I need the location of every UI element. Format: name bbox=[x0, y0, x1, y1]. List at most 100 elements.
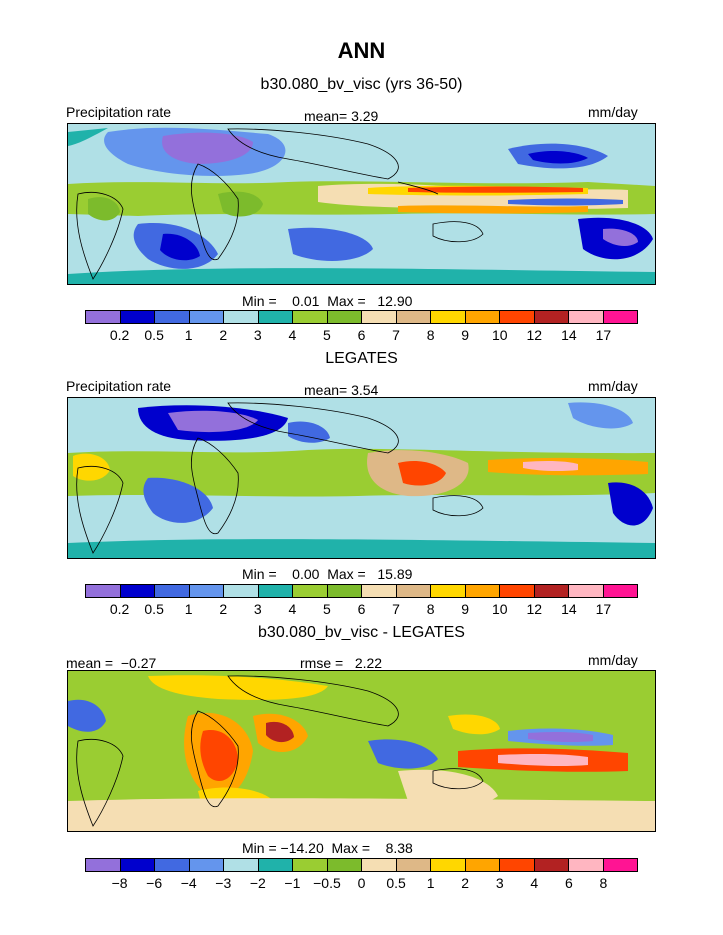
panel-2-mean-label: mean= 3.54 bbox=[304, 382, 379, 398]
dry-ne-pacific bbox=[568, 402, 633, 429]
colorbar-tick-label: 1 bbox=[426, 875, 435, 891]
colorbar-swatch bbox=[224, 859, 259, 871]
colorbar-tick-label: 6 bbox=[564, 875, 573, 891]
colorbar-tick-label: 10 bbox=[491, 601, 508, 617]
colorbar-tick-label: 17 bbox=[595, 601, 612, 617]
colorbar-swatch bbox=[293, 311, 328, 323]
coastlines bbox=[76, 402, 484, 554]
neg-west-pacific-core bbox=[528, 731, 593, 743]
neg-pacific-itcz-core bbox=[498, 753, 588, 767]
panel-3-units-label: mm/day bbox=[588, 652, 638, 668]
colorbar-swatch bbox=[120, 859, 155, 871]
panel-2-title: LEGATES bbox=[325, 350, 398, 367]
colorbar-swatch bbox=[569, 859, 604, 871]
colorbar-swatch bbox=[293, 859, 328, 871]
colorbar-tick-label: 9 bbox=[461, 601, 470, 617]
coastlines bbox=[76, 128, 484, 280]
colorbar-tick-label: 9 bbox=[461, 327, 470, 343]
colorbar-swatch bbox=[396, 859, 431, 871]
panel-3-map bbox=[67, 670, 656, 832]
colorbar-tick-label: −1 bbox=[284, 875, 301, 891]
colorbar-tick-label: 5 bbox=[323, 327, 331, 343]
colorbar-swatch bbox=[534, 311, 569, 323]
colorbar-swatch bbox=[534, 859, 569, 871]
colorbar-tick-label: 0.5 bbox=[386, 875, 406, 891]
colorbar-tick-label: 1 bbox=[184, 327, 193, 343]
colorbar-swatch bbox=[396, 311, 431, 323]
colorbar-swatch bbox=[258, 859, 293, 871]
panel-3-mean-label: mean = −0.27 bbox=[66, 655, 157, 671]
panel-1-left-label: Precipitation rate bbox=[66, 104, 172, 120]
pos-south-band bbox=[68, 798, 655, 831]
colorbar-tick-label: 10 bbox=[491, 327, 508, 343]
colorbar-tick-label: 0.2 bbox=[109, 327, 130, 343]
colorbar-tick-label: 1 bbox=[184, 601, 193, 617]
colorbar-swatch bbox=[362, 585, 397, 597]
panel-1-map bbox=[67, 123, 656, 285]
pos-indian-core bbox=[266, 721, 294, 743]
colorbar-swatch bbox=[155, 585, 190, 597]
colorbar-tick-label: 17 bbox=[595, 327, 612, 343]
colorbar-tick-label: 0 bbox=[357, 875, 366, 891]
colorbar-swatch bbox=[86, 311, 121, 323]
neg-amazon bbox=[68, 699, 106, 732]
colorbar-swatch bbox=[155, 859, 190, 871]
colorbar-swatch bbox=[500, 585, 535, 597]
colorbar-tick-label: 0.2 bbox=[109, 601, 130, 617]
pos-north-band bbox=[148, 675, 328, 700]
dry-south-pacific-core bbox=[603, 228, 638, 246]
storm-track-north bbox=[68, 128, 108, 146]
colorbar-swatch bbox=[465, 585, 500, 597]
colorbar-tick-label: 7 bbox=[392, 327, 400, 343]
colorbar-swatch bbox=[603, 859, 637, 871]
neg-maritime bbox=[368, 739, 438, 769]
colorbar-swatch bbox=[120, 585, 155, 597]
colorbar-tick-label: 4 bbox=[288, 601, 297, 617]
colorbar-tick-label: 4 bbox=[530, 875, 539, 891]
colorbar-tick-label: −2 bbox=[249, 875, 266, 891]
colorbar-tick-label: −4 bbox=[180, 875, 197, 891]
double-itcz-south bbox=[398, 205, 588, 214]
colorbar-tick-label: 2 bbox=[219, 601, 228, 617]
colorbar-swatch bbox=[224, 585, 259, 597]
colorbar-tick-label: −6 bbox=[146, 875, 163, 891]
amazon-rain bbox=[88, 197, 120, 221]
colorbar-swatch bbox=[258, 585, 293, 597]
panel-3-rmse-label: rmse = 2.22 bbox=[300, 655, 383, 671]
panel-3-minmax: Min = −14.20 Max = 8.38 bbox=[242, 840, 413, 856]
colorbar-tick-label: 3 bbox=[495, 875, 504, 891]
dry-sahara bbox=[162, 132, 253, 164]
panel-3-colorbar bbox=[85, 858, 638, 872]
panel-2-map bbox=[67, 397, 656, 559]
panel-3-title: b30.080_bv_visc - LEGATES bbox=[258, 624, 465, 641]
colorbar-tick-label: 0.5 bbox=[144, 327, 164, 343]
colorbar-tick-label: −3 bbox=[215, 875, 232, 891]
colorbar-swatch bbox=[465, 859, 500, 871]
panel-1-title: b30.080_bv_visc (yrs 36-50) bbox=[260, 76, 463, 93]
colorbar-swatch bbox=[327, 585, 362, 597]
colorbar-tick-label: 6 bbox=[357, 601, 366, 617]
colorbar-swatch bbox=[327, 311, 362, 323]
colorbar-tick-label: 5 bbox=[323, 601, 331, 617]
colorbar-tick-label: 14 bbox=[561, 601, 577, 617]
panel-2-colorbar-ticks: 0.2 0.5 1 2 3 4 5 6 7 8 9 10 12 14 17 bbox=[85, 601, 638, 617]
colorbar-tick-label: 12 bbox=[526, 601, 543, 617]
colorbar-swatch bbox=[189, 859, 224, 871]
colorbar-tick-label: 3 bbox=[253, 601, 262, 617]
colorbar-tick-label: 6 bbox=[357, 327, 366, 343]
colorbar-tick-label: 12 bbox=[526, 327, 543, 343]
colorbar-swatch bbox=[500, 859, 535, 871]
colorbar-swatch bbox=[569, 585, 604, 597]
colorbar-swatch bbox=[569, 311, 604, 323]
colorbar-tick-label: 2 bbox=[461, 875, 470, 891]
dry-arabia bbox=[288, 421, 330, 443]
colorbar-swatch bbox=[431, 859, 466, 871]
pos-central-pac bbox=[448, 714, 500, 735]
coastlines bbox=[76, 675, 484, 827]
colorbar-swatch bbox=[534, 585, 569, 597]
dry-north-pacific-core bbox=[528, 151, 588, 164]
colorbar-swatch bbox=[189, 311, 224, 323]
colorbar-swatch bbox=[86, 585, 121, 597]
colorbar-swatch bbox=[86, 859, 121, 871]
colorbar-tick-label: −0.5 bbox=[313, 875, 341, 891]
